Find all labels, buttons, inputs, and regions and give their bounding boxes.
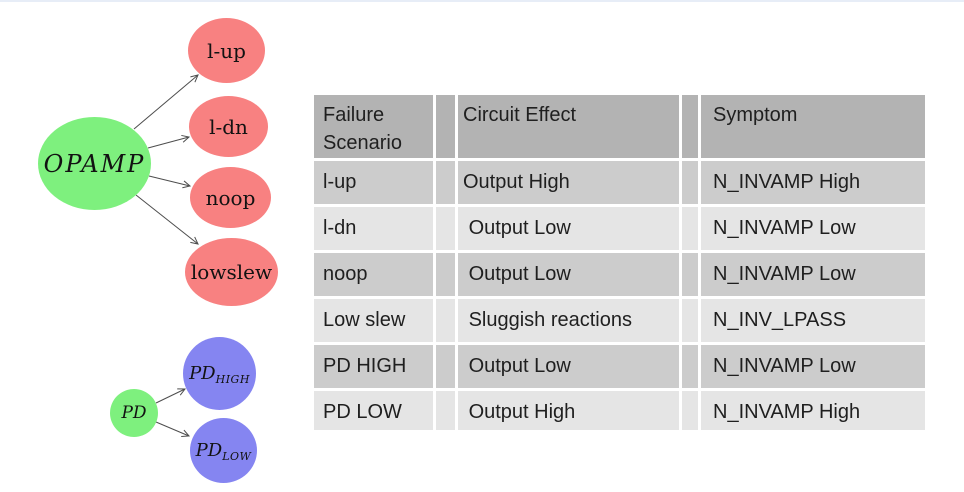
cell-effect: Output Low: [458, 253, 679, 296]
node-l-up-label: l-up: [207, 38, 246, 63]
node-l-up: l-up: [188, 18, 265, 83]
node-opamp-label: OPAMP: [43, 149, 146, 178]
tree-edges-svg: [133, 74, 199, 437]
spacer-cell: [436, 345, 455, 388]
cell-scenario: PD LOW: [314, 391, 433, 430]
node-noop-label: noop: [205, 185, 256, 210]
node-noop: noop: [190, 167, 271, 228]
cell-effect: Output Low: [458, 207, 679, 250]
header-spacer-1: [436, 95, 455, 158]
top-edge-line: [0, 0, 964, 2]
table-row-pd-low: PD LOW Output High N_INVAMP High: [314, 391, 925, 430]
cell-symptom: N_INVAMP Low: [701, 253, 925, 296]
table-row-low-slew: Low slew Sluggish reactions N_INV_LPASS: [314, 299, 925, 342]
edge-pd-pdlow: [155, 421, 191, 437]
cell-scenario: l-up: [314, 161, 433, 204]
spacer-cell: [436, 161, 455, 204]
spacer-cell: [436, 207, 455, 250]
edge-opamp-lowslew: [135, 194, 199, 245]
table-row-l-dn: l-dn Output Low N_INVAMP Low: [314, 207, 925, 250]
node-l-dn-label: l-dn: [209, 114, 248, 139]
table-row-pd-high: PD HIGH Output Low N_INVAMP Low: [314, 345, 925, 388]
node-l-dn: l-dn: [189, 96, 268, 157]
node-pd-low-label: PDLOW: [195, 440, 252, 463]
spacer-cell: [436, 299, 455, 342]
cell-symptom: N_INVAMP Low: [701, 345, 925, 388]
failure-scenario-table: Failure Scenario Circuit Effect Symptom …: [311, 92, 928, 433]
fault-tree-diagram: OPAMP l-up l-dn noop lowslew PD PDHIGH P…: [0, 0, 320, 492]
cell-scenario: Low slew: [314, 299, 433, 342]
header-symptom: Symptom: [701, 95, 925, 158]
spacer-cell: [682, 345, 698, 388]
spacer-cell: [682, 299, 698, 342]
node-pd-label: PD: [121, 403, 147, 423]
node-pd-low: PDLOW: [190, 418, 257, 483]
edge-opamp-lup: [133, 74, 199, 130]
header-circuit-effect: Circuit Effect: [458, 95, 679, 158]
cell-symptom: N_INV_LPASS: [701, 299, 925, 342]
cell-effect: Sluggish reactions: [458, 299, 679, 342]
cell-symptom: N_INVAMP Low: [701, 207, 925, 250]
spacer-cell: [682, 391, 698, 430]
table-row-noop: noop Output Low N_INVAMP Low: [314, 253, 925, 296]
node-pd: PD: [110, 389, 158, 437]
node-pd-high-label: PDHIGH: [189, 363, 250, 386]
spacer-cell: [682, 207, 698, 250]
cell-symptom: N_INVAMP High: [701, 161, 925, 204]
cell-effect: Output Low: [458, 345, 679, 388]
cell-scenario: l-dn: [314, 207, 433, 250]
cell-symptom: N_INVAMP High: [701, 391, 925, 430]
cell-scenario: PD HIGH: [314, 345, 433, 388]
edge-pd-pdhigh: [155, 388, 187, 404]
cell-effect: Output High: [458, 391, 679, 430]
table-row-l-up: l-up Output High N_INVAMP High: [314, 161, 925, 204]
header-spacer-2: [682, 95, 698, 158]
table-header-row: Failure Scenario Circuit Effect Symptom: [314, 95, 925, 158]
spacer-cell: [682, 161, 698, 204]
edge-opamp-noop: [148, 175, 192, 189]
spacer-cell: [436, 391, 455, 430]
cell-scenario: noop: [314, 253, 433, 296]
node-lowslew: lowslew: [185, 238, 278, 306]
node-pd-high-subscript: HIGH: [215, 373, 250, 386]
edge-opamp-ldn: [147, 134, 191, 149]
node-lowslew-label: lowslew: [190, 260, 273, 284]
cell-effect: Output High: [458, 161, 679, 204]
node-pd-low-subscript: LOW: [222, 450, 252, 463]
spacer-cell: [682, 253, 698, 296]
tree-edges: [133, 74, 199, 437]
spacer-cell: [436, 253, 455, 296]
node-pd-high: PDHIGH: [183, 337, 256, 410]
node-opamp: OPAMP: [38, 117, 151, 210]
header-failure-scenario: Failure Scenario: [314, 95, 433, 158]
